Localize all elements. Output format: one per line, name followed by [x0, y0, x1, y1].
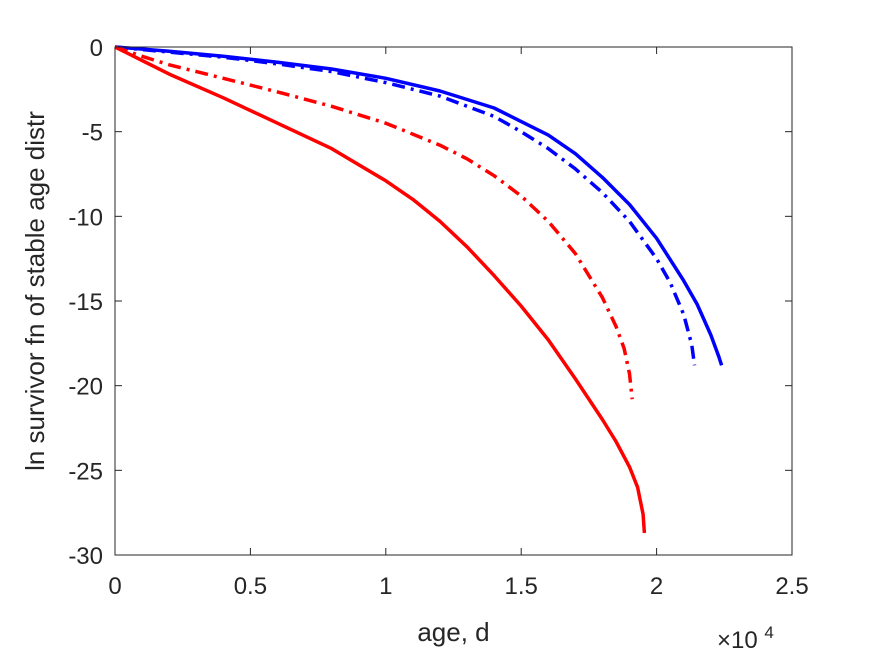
x-tick-label: 1	[379, 573, 392, 600]
series-layer	[114, 45, 724, 534]
y-tick-label: -10	[68, 204, 103, 231]
x-tick-label: 2.5	[775, 573, 808, 600]
x-axis-exponent-base: ×10	[717, 627, 758, 654]
x-axis-exponent: ×10 4	[717, 623, 774, 654]
x-axis-label: age, d	[417, 617, 489, 647]
y-tick-label: 0	[90, 35, 103, 62]
x-axis-exponent-power: 4	[764, 623, 773, 642]
series-line-1	[114, 45, 724, 366]
y-axis-label: ln survivor fn of stable age distr	[20, 111, 50, 471]
x-tick-label: 1.5	[505, 573, 538, 600]
x-axis: 0 0.5 1 1.5 2 2.5	[108, 47, 809, 600]
x-tick-label: 0	[108, 573, 121, 600]
y-tick-label: -15	[68, 289, 103, 316]
series-line-3	[114, 45, 634, 400]
y-tick-label: -20	[68, 374, 103, 401]
series-line-4	[114, 45, 647, 534]
y-tick-label: -30	[68, 543, 103, 570]
x-tick-label: 0.5	[234, 573, 267, 600]
y-tick-label: -25	[68, 458, 103, 485]
y-tick-label: -5	[82, 120, 103, 147]
y-axis: 0 -5 -10 -15 -20 -25 -30	[68, 35, 792, 570]
x-tick-label: 2	[650, 573, 663, 600]
